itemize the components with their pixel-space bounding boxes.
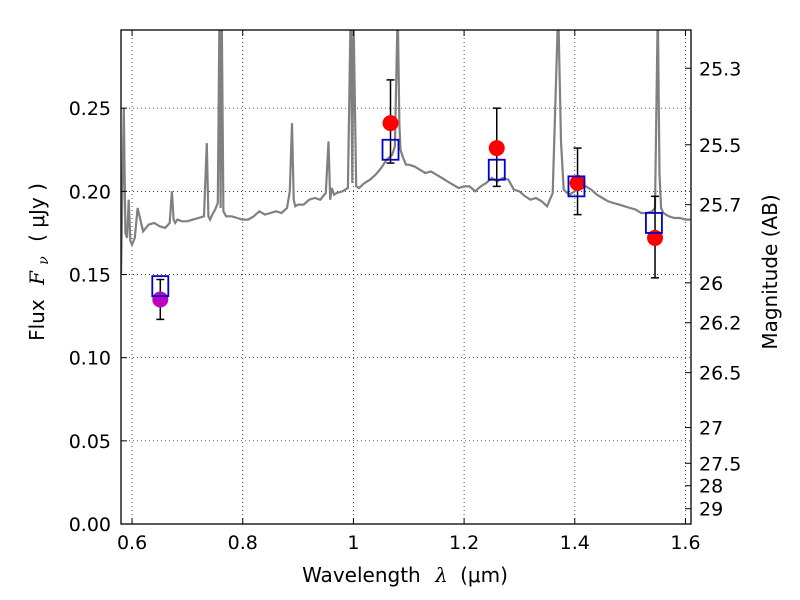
x-axis-label: Wavelength λ (μm) bbox=[302, 563, 508, 587]
sed-line-layer bbox=[121, 30, 691, 275]
y-tick-label: 0.15 bbox=[69, 265, 111, 287]
y2-tick-label: 25.5 bbox=[699, 135, 741, 157]
x-tick-label: 0.6 bbox=[117, 532, 147, 554]
y-tick-label: 0.05 bbox=[69, 431, 111, 453]
y-axis-label-unit: ( μJy ) bbox=[25, 183, 49, 242]
x-tick-label: 0.8 bbox=[228, 532, 258, 554]
x-axis-label-symbol: λ bbox=[434, 563, 448, 587]
grid bbox=[121, 30, 691, 525]
x-axis-label-unit: (μm) bbox=[460, 563, 508, 587]
photometry-point bbox=[569, 175, 586, 192]
marker-layer bbox=[151, 115, 664, 308]
errorbar-layer bbox=[156, 79, 660, 321]
y-axis-label-prefix: Flux bbox=[25, 299, 49, 341]
y2-tick-label: 26.2 bbox=[699, 313, 741, 335]
y-axis-label: Flux F ν ( μJy ) bbox=[25, 183, 53, 341]
y-tick-label: 0.20 bbox=[69, 181, 111, 203]
x-axis-label-prefix: Wavelength bbox=[302, 563, 421, 587]
model-box-point bbox=[645, 212, 663, 234]
y2-tick-label: 29 bbox=[699, 499, 723, 521]
y2-tick-label: 26 bbox=[699, 273, 723, 295]
y2-tick-label: 26.5 bbox=[699, 363, 741, 385]
x-tick-label: 1.4 bbox=[560, 532, 590, 554]
x-tick-label: 1.2 bbox=[449, 532, 479, 554]
y2-tick-label: 28 bbox=[699, 476, 723, 498]
tick-layer: 0.6 0.8 1 1.2 1.4 1.6 0.00 0.05 0.10 0.15 0.20 0.25… bbox=[69, 30, 741, 554]
y2-tick-label: 27 bbox=[699, 418, 723, 440]
photometry-point bbox=[647, 229, 664, 246]
sed-line bbox=[121, 30, 691, 275]
model-box-point bbox=[567, 175, 586, 198]
y-axis-label-subscript: ν bbox=[36, 256, 52, 265]
y-tick-label: 0.00 bbox=[69, 514, 111, 536]
photometry-point bbox=[488, 140, 505, 157]
y2-tick-label: 27.5 bbox=[699, 453, 741, 475]
model-box-point bbox=[487, 158, 506, 181]
y-axis-label-symbol: F bbox=[25, 270, 49, 286]
y2-tick-label: 25.7 bbox=[699, 195, 741, 217]
magenta-point bbox=[152, 291, 169, 308]
plot-frame bbox=[120, 29, 692, 525]
y2-axis-label: Magnitude (AB) bbox=[758, 194, 782, 349]
model-box-point bbox=[151, 275, 170, 298]
y2-tick-label: 25.3 bbox=[699, 58, 741, 80]
model-box-point bbox=[381, 138, 400, 161]
x-tick-label: 1.6 bbox=[670, 532, 700, 554]
x-tick-label: 1 bbox=[347, 532, 359, 554]
y-tick-label: 0.10 bbox=[69, 348, 111, 370]
y-tick-label: 0.25 bbox=[69, 98, 111, 120]
photometry-point bbox=[382, 115, 399, 132]
